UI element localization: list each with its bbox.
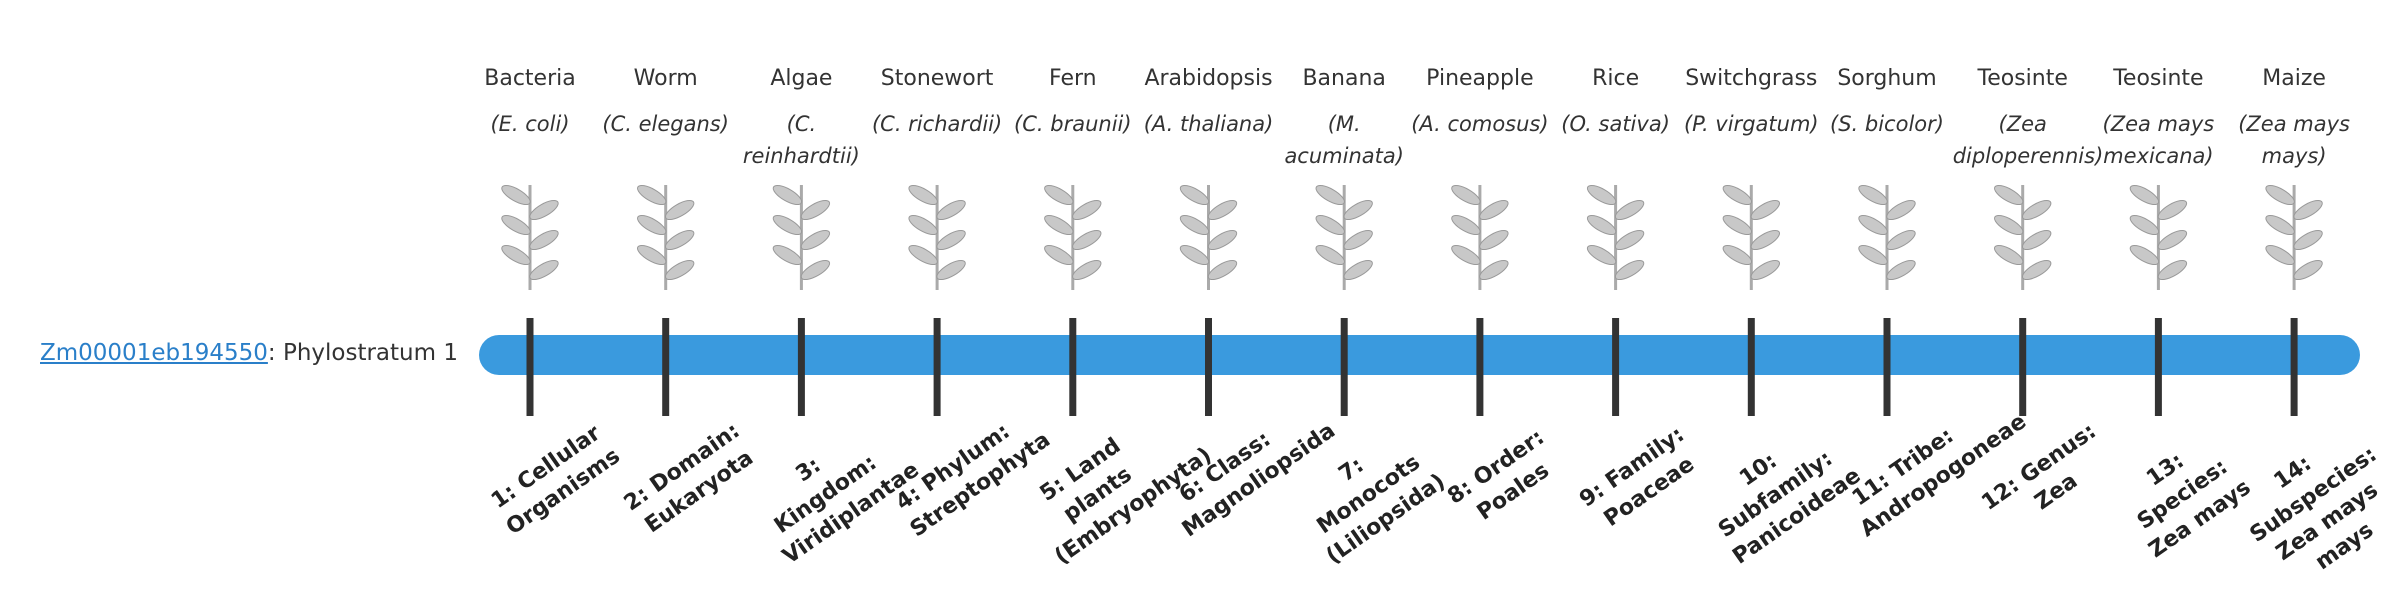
organism-name: Rice bbox=[1592, 66, 1640, 91]
organism-illustration bbox=[1315, 184, 1373, 290]
organism-name: Fern bbox=[1049, 66, 1097, 91]
organism-species: (A. thaliana) bbox=[1143, 112, 1274, 136]
organism-illustration bbox=[1044, 184, 1102, 290]
organism-name: Stonewort bbox=[880, 66, 994, 91]
organism-illustration bbox=[1722, 184, 1780, 290]
organism-species: (C. elegans) bbox=[602, 112, 729, 136]
gene-link[interactable]: Zm00001eb194550 bbox=[40, 340, 268, 366]
organism-illustration bbox=[2265, 184, 2323, 290]
timeline-bar bbox=[479, 335, 2360, 375]
organism-name: Bacteria bbox=[484, 66, 576, 91]
organism-species: (C. richardii) bbox=[871, 112, 1003, 136]
organism-species: (C. braunii) bbox=[1014, 112, 1132, 136]
organism-illustration bbox=[1586, 184, 1645, 290]
organism-illustration bbox=[637, 184, 695, 290]
organism-species: (Zea mays mexicana) bbox=[2102, 112, 2215, 168]
organism-species: (Zea mays mays) bbox=[2238, 112, 2350, 168]
organism-illustration bbox=[772, 184, 831, 290]
organism-name: Maize bbox=[2262, 66, 2326, 91]
organism-name: Arabidopsis bbox=[1144, 66, 1273, 91]
organism-species: (E. coli) bbox=[490, 112, 570, 136]
organism-species: (O. sativa) bbox=[1561, 112, 1670, 136]
organism-species: (M. acuminata) bbox=[1284, 112, 1404, 168]
organism-illustration bbox=[1179, 184, 1238, 290]
organism-name: Algae bbox=[770, 66, 833, 91]
organism-illustration bbox=[1858, 184, 1916, 290]
organism-illustration bbox=[501, 184, 559, 290]
organism-name: Sorghum bbox=[1837, 66, 1937, 91]
organism-species: (C. reinhardtii) bbox=[742, 112, 860, 168]
gene-suffix: : Phylostratum 1 bbox=[267, 340, 458, 366]
organism-species: (P. virgatum) bbox=[1683, 112, 1819, 136]
organism-illustration bbox=[2129, 184, 2188, 290]
organism-name: Teosinte bbox=[2113, 66, 2204, 91]
timeline bbox=[479, 184, 2360, 416]
organism-illustration bbox=[1451, 184, 1509, 290]
organism-illustration bbox=[1994, 184, 2052, 290]
organism-species: (S. bicolor) bbox=[1830, 112, 1944, 136]
organism-illustration bbox=[908, 184, 966, 290]
gene-label: Zm00001eb194550: Phylostratum 1 bbox=[40, 340, 458, 366]
phylostratum-widget: Zm00001eb194550: Phylostratum 1 Bacteria… bbox=[40, 66, 2383, 575]
organism-name: Worm bbox=[633, 66, 698, 91]
organism-name: Banana bbox=[1302, 66, 1386, 91]
organism-species: (Zea diploperennis) bbox=[1952, 112, 2104, 168]
organism-species: (A. comosus) bbox=[1411, 112, 1549, 136]
organism-name: Switchgrass bbox=[1685, 66, 1818, 91]
organism-name: Pineapple bbox=[1426, 66, 1534, 91]
organism-name: Teosinte bbox=[1977, 66, 2068, 91]
